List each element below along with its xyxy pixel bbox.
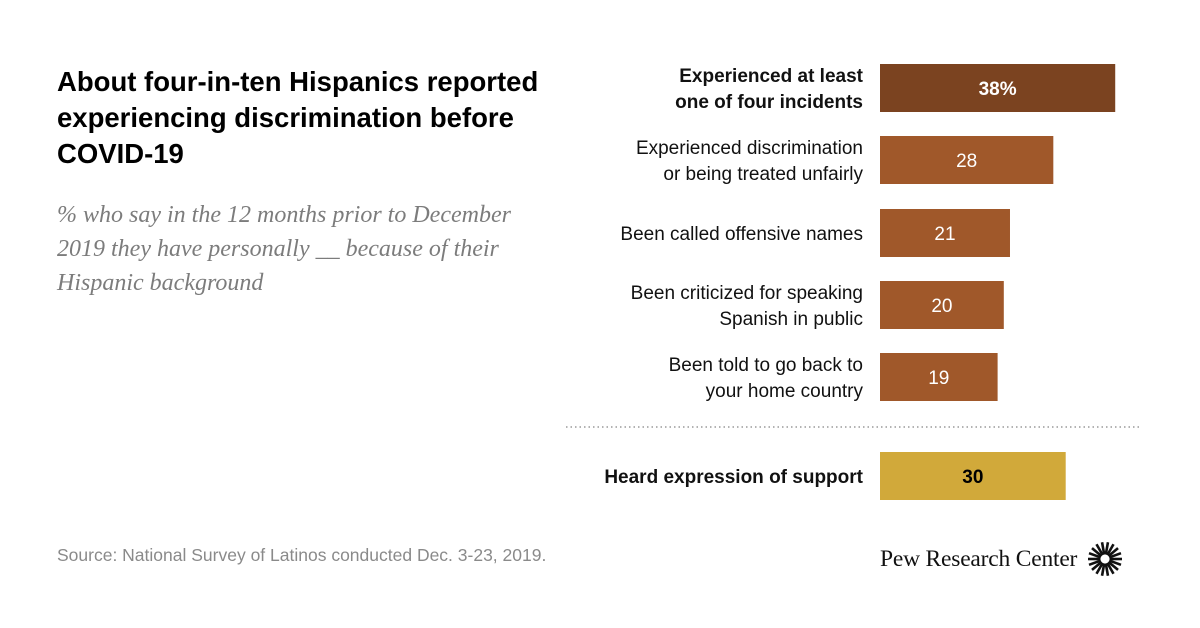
pew-logo: Pew Research Center	[880, 540, 1125, 578]
logo-ray	[1088, 551, 1102, 559]
pew-sunburst-icon	[1088, 542, 1123, 576]
category-label: Been called offensive names	[620, 224, 863, 245]
bar	[880, 353, 998, 401]
bar	[880, 136, 1054, 184]
category-label: Been told to go back to	[669, 355, 863, 376]
bar	[880, 209, 1010, 257]
bar	[880, 64, 1116, 112]
logo-ray	[1108, 559, 1122, 567]
bar-value-label: 30	[962, 467, 983, 488]
logo-ray	[1095, 543, 1105, 556]
logo-ray	[1107, 560, 1120, 571]
bar	[880, 281, 1004, 329]
logo-ray	[1104, 563, 1110, 576]
logo-ray	[1091, 560, 1103, 571]
source-note: Source: National Survey of Latinos condu…	[57, 545, 547, 565]
logo-ray	[1095, 562, 1105, 575]
category-label: one of four incidents	[675, 92, 863, 113]
bar	[880, 452, 1066, 500]
category-label: your home country	[706, 381, 864, 402]
category-label: or being treated unfairly	[663, 164, 863, 185]
category-label: Spanish in public	[719, 309, 863, 330]
logo-ray	[1104, 542, 1110, 555]
logo-text: Pew Research Center	[880, 545, 1078, 572]
category-label: Heard expression of support	[604, 467, 863, 488]
category-label: Experienced at least	[679, 66, 863, 87]
bar-value-label: 38%	[979, 79, 1017, 100]
logo-ray	[1106, 562, 1115, 575]
bar-value-label: 28	[956, 151, 977, 172]
category-label: Experienced discrimination	[636, 138, 863, 159]
logo-ray	[1106, 543, 1115, 556]
bar-value-label: 20	[931, 296, 952, 317]
logo-ray	[1107, 547, 1120, 558]
logo-ray	[1091, 547, 1103, 558]
logo-ray	[1088, 559, 1102, 567]
logo-ray	[1108, 551, 1122, 559]
bar-value-label: 21	[934, 224, 955, 245]
bar-value-label: 19	[928, 368, 949, 389]
logo-ray	[1100, 542, 1106, 555]
chart-subtitle: % who say in the 12 months prior to Dece…	[57, 202, 511, 296]
chart-title: About four-in-ten Hispanics reported exp…	[57, 66, 539, 169]
category-label: Been criticized for speaking	[631, 283, 863, 304]
logo-ray	[1100, 563, 1106, 576]
